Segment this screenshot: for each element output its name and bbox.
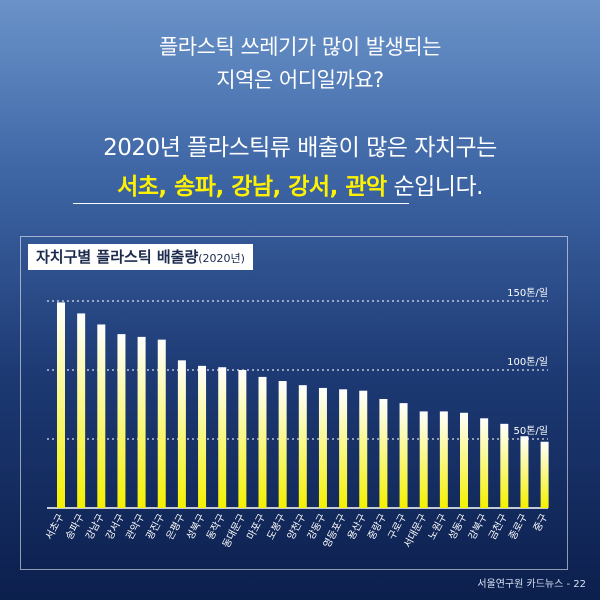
bar-구로구 xyxy=(399,403,408,508)
answer-suffix: 순입니다. xyxy=(386,174,483,200)
bar-금천구 xyxy=(500,423,509,508)
chart-title: 자치구별 플라스틱 배출량(2020년) xyxy=(28,244,253,270)
bar-서초구 xyxy=(57,302,65,508)
answer-line-2: 서초, 송파, 강남, 강서, 관악 순입니다. xyxy=(0,170,600,204)
footer-credit: 서울연구원 카드뉴스 - 22 xyxy=(477,579,586,590)
x-tick-label-성북구: 성북구 xyxy=(184,512,208,542)
question-line-1: 플라스틱 쓰레기가 많이 발생되는 xyxy=(158,35,442,59)
bar-서대문구 xyxy=(419,411,428,508)
bar-동대문구 xyxy=(238,370,247,508)
x-tick-label-중랑구: 중랑구 xyxy=(365,512,389,542)
gridline-label-150: 150톤/일 xyxy=(507,287,548,299)
bar-성동구 xyxy=(460,412,468,508)
chart-title-main: 자치구별 플라스틱 배출량 xyxy=(36,248,199,266)
bar-송파구 xyxy=(77,313,86,508)
x-tick-label-중구: 중구 xyxy=(531,512,550,534)
x-tick-label-용산구: 용산구 xyxy=(345,512,369,542)
x-tick-label-관악구: 관악구 xyxy=(124,512,148,542)
x-tick-label-강남구: 강남구 xyxy=(83,512,107,542)
bar-마포구 xyxy=(258,376,267,508)
bar-중랑구 xyxy=(379,398,388,508)
x-tick-label-노원구: 노원구 xyxy=(426,512,450,542)
bar-도봉구 xyxy=(278,381,287,508)
x-tick-label-강서구: 강서구 xyxy=(104,512,128,542)
bar-용산구 xyxy=(359,390,368,508)
highlighted-districts: 서초, 송파, 강남, 강서, 관악 xyxy=(117,174,387,200)
x-tick-label-양천구: 양천구 xyxy=(285,512,309,542)
bar-영등포구 xyxy=(339,389,348,508)
bar-관악구 xyxy=(137,336,146,508)
x-tick-label-광진구: 광진구 xyxy=(144,512,168,542)
x-tick-label-마포구: 마포구 xyxy=(245,512,269,542)
x-tick-label-은평구: 은평구 xyxy=(164,512,188,542)
bar-강북구 xyxy=(480,418,489,508)
chart-frame xyxy=(20,236,568,570)
bar-성북구 xyxy=(198,365,207,508)
gridline-label-50: 50톤/일 xyxy=(514,425,549,437)
x-tick-label-도봉구: 도봉구 xyxy=(265,512,289,542)
chart-title-year: (2020년) xyxy=(198,252,245,265)
x-tick-label-종로구: 종로구 xyxy=(507,512,531,542)
highlight-underline xyxy=(73,203,409,204)
gridline-label-100: 100톤/일 xyxy=(507,356,548,368)
bar-동작구 xyxy=(218,367,227,508)
bar-종로구 xyxy=(520,436,529,508)
bar-강동구 xyxy=(318,387,327,508)
bar-강서구 xyxy=(117,334,126,508)
x-tick-label-송파구: 송파구 xyxy=(63,512,87,542)
question-line-2: 지역은 어디일까요? xyxy=(216,68,384,92)
x-tick-label-금천구: 금천구 xyxy=(486,512,510,542)
bar-은평구 xyxy=(177,360,186,508)
bar-양천구 xyxy=(298,385,307,508)
x-tick-label-성동구: 성동구 xyxy=(446,512,470,542)
answer-line-1: 2020년 플라스틱류 배출이 많은 자치구는 xyxy=(103,135,497,161)
bar-강남구 xyxy=(97,324,106,508)
bar-노원구 xyxy=(439,411,448,508)
bar-중구 xyxy=(540,441,549,508)
x-tick-label-강북구: 강북구 xyxy=(466,512,490,542)
bar-광진구 xyxy=(157,339,166,508)
x-tick-label-서초구: 서초구 xyxy=(43,512,67,542)
